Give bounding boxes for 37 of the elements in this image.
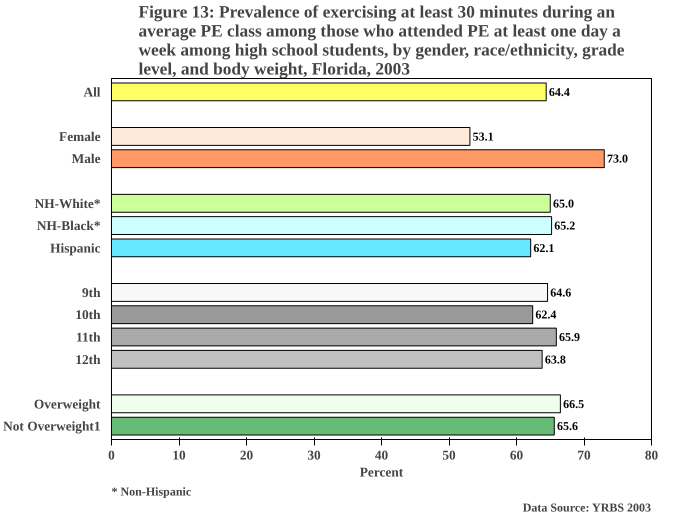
source-note: Data Source: YRBS 2003	[522, 500, 652, 514]
data-label: 64.4	[548, 84, 570, 99]
x-tick-label: 30	[307, 448, 321, 462]
y-tick-label: Overweight	[34, 396, 102, 412]
y-tick-label: NH-Black*	[36, 218, 101, 234]
y-tick-label: 11th	[76, 329, 102, 344]
data-label: 65.0	[552, 196, 574, 210]
chart-title: Figure 13: Prevalence of exercising at least 30 minutes during an average PE class among those who attended PE at least one day a week among high school students, by gender, race/ethnicity, grade level, and body weight, Florida, 2003	[138, 2, 625, 78]
x-tick-label: 80	[644, 448, 658, 462]
data-label: 73.0	[606, 152, 628, 166]
y-tick-label: All	[83, 84, 101, 100]
data-label: 65.6	[557, 419, 578, 434]
data-label: 66.5	[563, 396, 584, 411]
x-tick-label: 20	[240, 448, 254, 462]
y-tick-label: Hispanic	[50, 240, 101, 256]
data-label: 63.8	[544, 352, 566, 366]
data-label: 65.9	[559, 330, 580, 344]
y-tick-label: 12th	[75, 352, 102, 367]
y-tick-label: Female	[59, 128, 101, 144]
y-tick-label: NH-White*	[34, 196, 101, 211]
data-label: 64.6	[550, 285, 572, 300]
data-label: 53.1	[472, 129, 494, 144]
x-tick-label: 70	[577, 448, 591, 462]
data-label: 62.4	[535, 308, 556, 322]
x-tick-label: 50	[442, 448, 456, 462]
y-tick-label: Male	[72, 151, 101, 166]
y-tick-label: 10th	[75, 307, 102, 322]
x-axis-title: Percent	[360, 464, 404, 480]
y-tick-label: Not Overweight1	[3, 418, 101, 434]
text: * Non-Hispanic	[112, 484, 192, 498]
y-tick-label: 9th	[82, 284, 102, 300]
x-tick-label: 60	[510, 448, 524, 462]
x-tick-label: 40	[374, 448, 388, 462]
data-label: 62.1	[533, 240, 554, 255]
data-label: 65.2	[554, 218, 576, 233]
x-tick-label: 0	[108, 448, 116, 462]
x-tick-label: 10	[172, 448, 186, 462]
